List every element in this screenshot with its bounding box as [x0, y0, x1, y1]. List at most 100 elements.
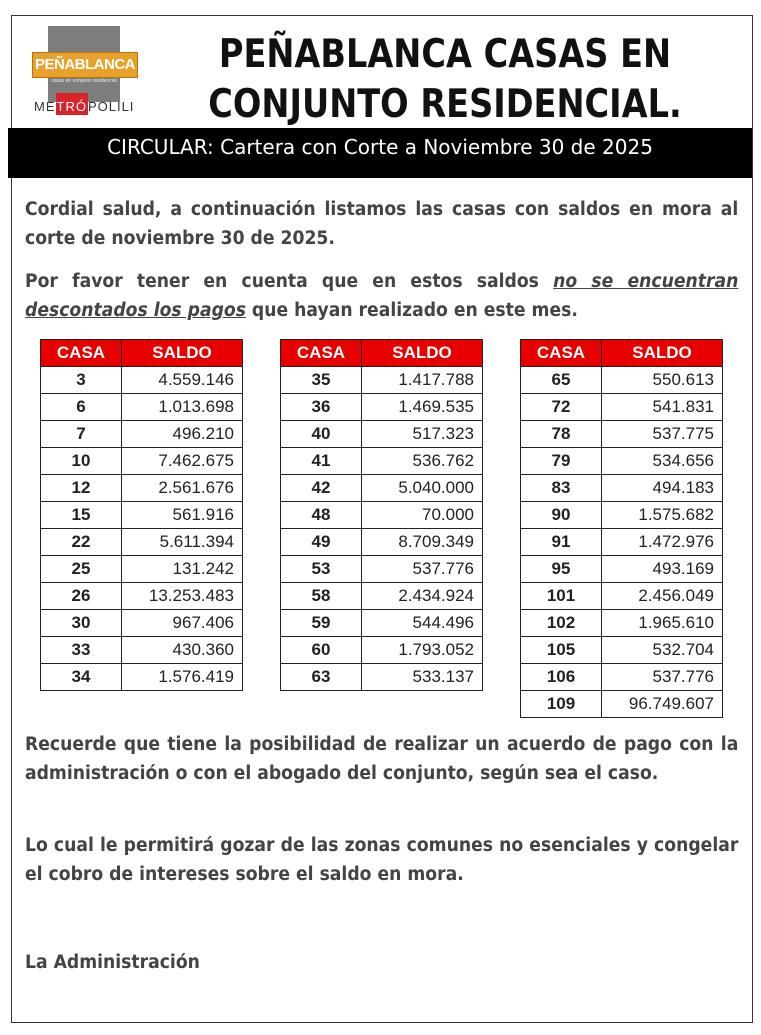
table-row: 49 8.709.349 [280, 528, 483, 556]
table-row: 60 1.793.052 [280, 636, 483, 664]
saldo-cell: 1.793.052 [361, 636, 483, 664]
casa-cell: 106 [520, 663, 602, 691]
table-row: 41 536.762 [280, 447, 483, 475]
casa-cell: 22 [40, 528, 122, 556]
casa-cell: 35 [280, 366, 362, 394]
logo-sub-post: POLILI [87, 99, 135, 114]
casa-cell: 65 [520, 366, 602, 394]
saldo-cell: 550.613 [601, 366, 723, 394]
table-row: 48 70.000 [280, 501, 483, 529]
table-row: 90 1.575.682 [520, 501, 723, 529]
circular-banner: CIRCULAR: Cartera con Corte a Noviembre … [8, 128, 752, 178]
saldo-cell: 5.611.394 [121, 528, 243, 556]
saldo-cell: 537.775 [601, 420, 723, 448]
casa-cell: 49 [280, 528, 362, 556]
saldo-cell: 494.183 [601, 474, 723, 502]
logo-brand: PEÑABLANCA [35, 56, 136, 73]
casa-cell: 26 [40, 582, 122, 610]
casa-cell: 60 [280, 636, 362, 664]
table-row: 106 537.776 [520, 663, 723, 691]
table-row: 15 561.916 [40, 501, 243, 529]
benefit-paragraph: Lo cual le permitirá gozar de las zonas … [25, 835, 739, 885]
logo-metropolili: METRÓPOLILI [34, 93, 135, 115]
table-row: 7 496.210 [40, 420, 243, 448]
table-row: 3 4.559.146 [40, 366, 243, 394]
table-row: 12 2.561.676 [40, 474, 243, 502]
casa-cell: 109 [520, 690, 602, 718]
table-row: 79 534.656 [520, 447, 723, 475]
table-row: 105 532.704 [520, 636, 723, 664]
saldo-cell: 532.704 [601, 636, 723, 664]
table-row: 101 2.456.049 [520, 582, 723, 610]
table-header-row: CASA SALDO [280, 339, 483, 367]
table-row: 40 517.323 [280, 420, 483, 448]
casa-cell: 79 [520, 447, 602, 475]
logo-sub-pre: ME [34, 99, 56, 114]
logo-ribbon: PEÑABLANCA [32, 52, 138, 78]
casa-cell: 72 [520, 393, 602, 421]
casa-cell: 63 [280, 663, 362, 691]
table-header-row: CASA SALDO [520, 339, 723, 367]
casa-cell: 91 [520, 528, 602, 556]
saldo-cell: 534.656 [601, 447, 723, 475]
casa-cell: 95 [520, 555, 602, 583]
table-row: 59 544.496 [280, 609, 483, 637]
saldo-cell: 8.709.349 [361, 528, 483, 556]
table-row: 78 537.775 [520, 420, 723, 448]
casa-cell: 34 [40, 663, 122, 691]
table-row: 30 967.406 [40, 609, 243, 637]
table-row: 91 1.472.976 [520, 528, 723, 556]
table-row: 33 430.360 [40, 636, 243, 664]
logo: PEÑABLANCA casas en conjunto residencial… [28, 26, 140, 122]
notice-emphasis: no se encuentran descontados los pagos [25, 271, 739, 321]
casa-cell: 90 [520, 501, 602, 529]
saldo-cell: 967.406 [121, 609, 243, 637]
saldo-cell: 1.575.682 [601, 501, 723, 529]
saldo-cell: 96.749.607 [601, 690, 723, 718]
table-row: 25 131.242 [40, 555, 243, 583]
table-row: 95 493.169 [520, 555, 723, 583]
saldo-cell: 2.456.049 [601, 582, 723, 610]
casa-cell: 15 [40, 501, 122, 529]
table-row: 65 550.613 [520, 366, 723, 394]
table-row: 22 5.611.394 [40, 528, 243, 556]
header-casa: CASA [520, 339, 602, 367]
casa-cell: 53 [280, 555, 362, 583]
saldo-cell: 496.210 [121, 420, 243, 448]
casa-cell: 3 [40, 366, 122, 394]
saldo-cell: 1.469.535 [361, 393, 483, 421]
saldo-cell: 537.776 [361, 555, 483, 583]
header-casa: CASA [280, 339, 362, 367]
casa-cell: 101 [520, 582, 602, 610]
saldo-cell: 1.013.698 [121, 393, 243, 421]
casa-cell: 33 [40, 636, 122, 664]
saldo-cell: 533.137 [361, 663, 483, 691]
casa-cell: 10 [40, 447, 122, 475]
title-line-1: PEÑABLANCA CASAS EN [218, 32, 672, 77]
table-row: 6 1.013.698 [40, 393, 243, 421]
casa-cell: 41 [280, 447, 362, 475]
notice-post: que hayan realizado en este mes. [245, 300, 578, 321]
agreement-paragraph: Recuerde que tiene la posibilidad de rea… [25, 734, 739, 784]
saldo-cell: 70.000 [361, 501, 483, 529]
balance-table-1: CASA SALDO 3 4.559.146 6 1.013.698 7 496.210 10 7… [40, 339, 243, 691]
table-row: 102 1.965.610 [520, 609, 723, 637]
casa-cell: 102 [520, 609, 602, 637]
saldo-cell: 1.965.610 [601, 609, 723, 637]
table-header-row: CASA SALDO [40, 339, 243, 367]
saldo-cell: 536.762 [361, 447, 483, 475]
casa-cell: 48 [280, 501, 362, 529]
header-casa: CASA [40, 339, 122, 367]
saldo-cell: 1.417.788 [361, 366, 483, 394]
saldo-cell: 4.559.146 [121, 366, 243, 394]
saldo-cell: 131.242 [121, 555, 243, 583]
logo-sub-mid: TRÓ [55, 93, 88, 115]
saldo-cell: 493.169 [601, 555, 723, 583]
header-saldo: SALDO [361, 339, 483, 367]
saldo-cell: 561.916 [121, 501, 243, 529]
page-frame [11, 15, 753, 1023]
casa-cell: 25 [40, 555, 122, 583]
table-row: 34 1.576.419 [40, 663, 243, 691]
intro-paragraph: Cordial salud, a continuación listamos l… [25, 199, 739, 249]
table-row: 26 13.253.483 [40, 582, 243, 610]
